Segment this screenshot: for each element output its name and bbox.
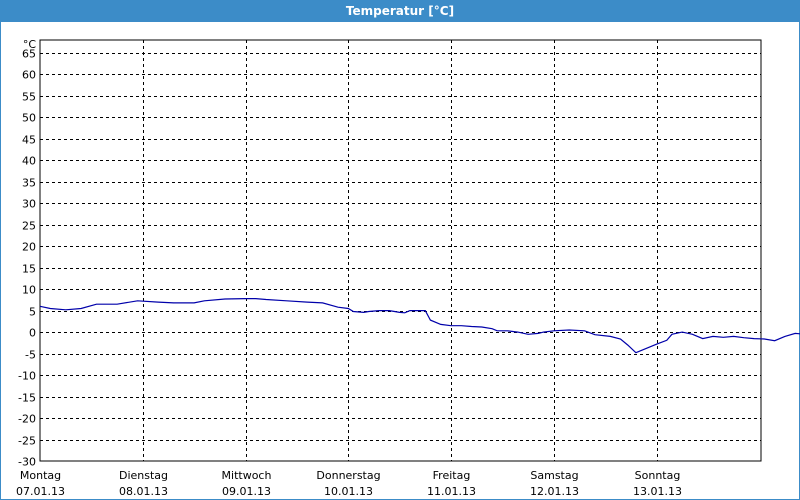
y-tick-label: -5 (25, 349, 36, 362)
y-tick-label: 15 (22, 263, 36, 276)
y-tick-label: 5 (29, 306, 36, 319)
x-tick-date: 07.01.13 (16, 485, 65, 498)
x-tick-weekday: Freitag (433, 469, 471, 482)
y-tick-label: 20 (22, 241, 36, 254)
plot-frame (39, 39, 762, 462)
x-tick-weekday: Montag (20, 469, 61, 482)
y-tick-label: 35 (22, 177, 36, 190)
y-axis: 65605550454035302520151050-5-10-15-20-25… (18, 38, 36, 469)
x-tick-weekday: Mittwoch (222, 469, 272, 482)
y-tick-label: 10 (22, 284, 36, 297)
y-tick-label: -10 (18, 370, 36, 383)
x-tick-weekday: Sonntag (635, 469, 681, 482)
temperature-series-line (39, 298, 800, 354)
y-tick-label: -25 (18, 435, 36, 448)
y-tick-label: -15 (18, 392, 36, 405)
y-tick-label: 30 (22, 198, 36, 211)
x-tick-weekday: Dienstag (119, 469, 168, 482)
y-tick-label: -20 (18, 413, 36, 426)
grid (39, 39, 762, 462)
y-tick-label: 50 (22, 112, 36, 125)
x-axis: Montag 07.01.13 Dienstag 08.01.13 Mittwoch 09… (16, 469, 682, 498)
y-tick-label: 65 (22, 48, 36, 61)
y-tick-label: 60 (22, 69, 36, 82)
x-tick-date: 12.01.13 (530, 485, 579, 498)
y-tick-label: 0 (29, 327, 36, 340)
x-tick-date: 09.01.13 (222, 485, 271, 498)
y-tick-label: 40 (22, 155, 36, 168)
x-tick-date: 10.01.13 (324, 485, 373, 498)
window-title: Temperatur [°C] (1, 1, 799, 22)
y-tick-label: 25 (22, 220, 36, 233)
x-tick-date: 13.01.13 (633, 485, 682, 498)
x-tick-date: 11.01.13 (427, 485, 476, 498)
y-tick-label: -30 (18, 456, 36, 469)
x-tick-date: 08.01.13 (119, 485, 168, 498)
x-tick-weekday: Samstag (530, 469, 578, 482)
series-layer (39, 298, 800, 354)
y-tick-label: 45 (22, 134, 36, 147)
x-tick-weekday: Donnerstag (316, 469, 380, 482)
y-tick-label: 55 (22, 91, 36, 104)
y-unit-label: °C (23, 38, 37, 51)
